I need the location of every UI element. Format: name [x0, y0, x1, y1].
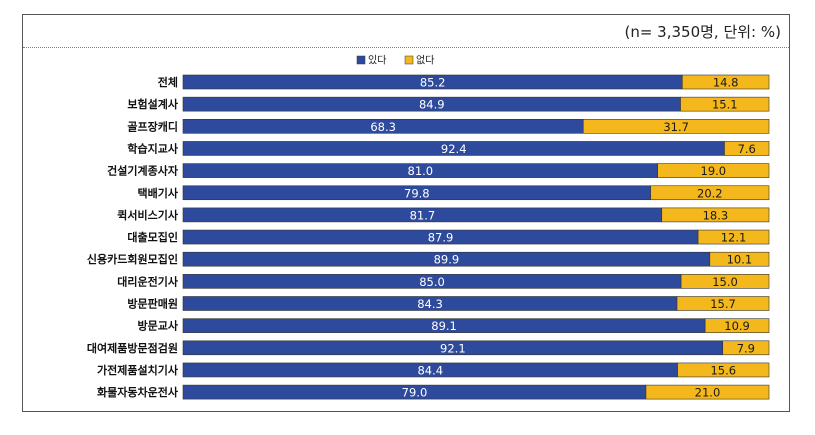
- category-label: 골프장캐디: [127, 119, 178, 133]
- value-label-no: 15.6: [710, 363, 736, 377]
- value-label-yes: 84.9: [419, 98, 445, 112]
- category-label: 퀵서비스기사: [117, 208, 179, 222]
- category-label: 신용카드회원모집인: [87, 252, 178, 266]
- category-label: 학습지교사: [127, 141, 178, 155]
- value-label-yes: 81.7: [410, 208, 436, 222]
- category-label: 화물자동차운전사: [97, 385, 179, 399]
- bar-no: [657, 163, 770, 178]
- bar-no: [681, 74, 770, 90]
- value-label-no: 14.8: [713, 76, 739, 90]
- value-label-yes: 92.1: [440, 341, 466, 355]
- value-label-no: 10.1: [727, 253, 753, 267]
- value-label-no: 18.3: [703, 208, 729, 222]
- value-label-no: 15.1: [712, 98, 738, 112]
- bar-no: [645, 384, 770, 400]
- bar-no: [661, 207, 770, 223]
- value-label-no: 10.9: [724, 319, 750, 333]
- value-label-yes: 89.1: [431, 319, 457, 333]
- bar-no: [724, 141, 770, 156]
- category-label: 방문교사: [138, 319, 179, 333]
- value-label-no: 12.1: [721, 231, 747, 245]
- value-label-yes: 68.3: [370, 120, 396, 134]
- bar-no: [680, 274, 770, 289]
- bar-no: [677, 362, 770, 378]
- bar-no: [722, 340, 770, 356]
- value-label-no: 7.9: [737, 341, 755, 355]
- category-label: 대출모집인: [127, 230, 178, 244]
- value-label-no: 7.6: [738, 142, 756, 156]
- sample-note: (n= 3,350명, 단위: %): [624, 23, 781, 41]
- value-label-no: 31.7: [663, 120, 689, 134]
- category-label: 방문판매원: [127, 297, 178, 311]
- value-label-yes: 92.4: [441, 142, 467, 156]
- category-label: 대리운전기사: [117, 274, 179, 288]
- value-label-yes: 85.0: [419, 275, 445, 289]
- category-label: 전체: [158, 75, 178, 89]
- value-label-yes: 81.0: [408, 164, 434, 178]
- value-label-yes: 79.8: [404, 186, 430, 200]
- bar-no: [709, 251, 770, 267]
- bar-no: [704, 318, 770, 333]
- value-label-no: 15.0: [712, 275, 738, 289]
- legend-label-0: 있다: [368, 55, 386, 67]
- category-label: 건설기계종사자: [107, 164, 179, 178]
- bar-no: [676, 296, 770, 311]
- value-label-no: 21.0: [695, 386, 721, 400]
- category-label: 보험설계사: [127, 97, 178, 111]
- dotted-divider: [23, 47, 789, 48]
- value-label-no: 15.7: [710, 297, 736, 311]
- value-label-yes: 84.4: [417, 363, 443, 377]
- value-label-no: 20.2: [697, 186, 723, 200]
- bar-no: [650, 185, 770, 201]
- legend-swatch-1: [404, 55, 414, 65]
- value-label-yes: 79.0: [402, 386, 428, 400]
- value-label-yes: 87.9: [428, 231, 454, 245]
- category-label: 가전제품설치기사: [97, 363, 179, 377]
- bar-no: [680, 96, 770, 112]
- value-label-no: 19.0: [701, 164, 727, 178]
- bar-no: [697, 229, 770, 245]
- value-label-yes: 85.2: [420, 76, 446, 90]
- value-label-yes: 84.3: [417, 297, 443, 311]
- bar-no: [582, 119, 770, 134]
- legend-label-1: 없다: [416, 54, 434, 67]
- category-label: 택배기사: [138, 186, 179, 200]
- legend-swatch-0: [356, 55, 366, 65]
- category-label: 대여제품방문점검원: [87, 341, 178, 355]
- value-label-yes: 89.9: [434, 253, 460, 267]
